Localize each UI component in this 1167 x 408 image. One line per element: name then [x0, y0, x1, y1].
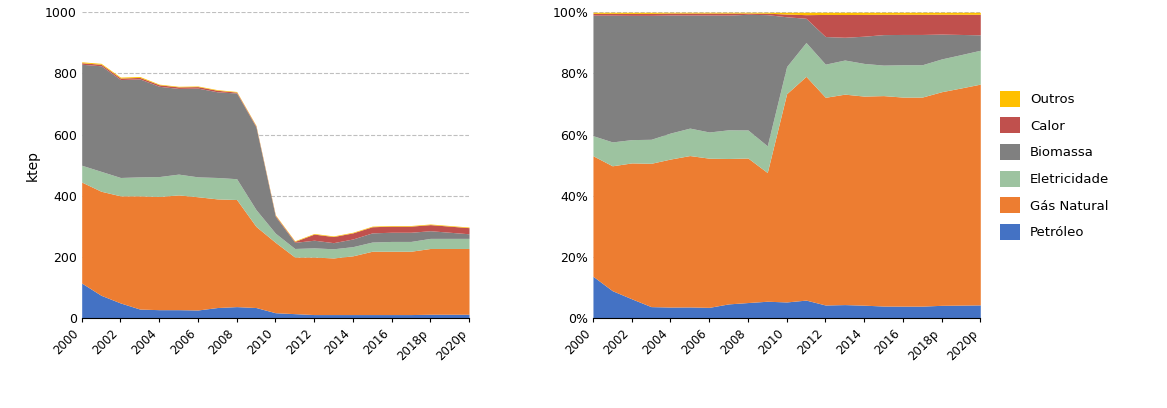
Legend: Outros, Calor, Biomassa, Eletricidade, Gás Natural, Petróleo: Outros, Calor, Biomassa, Eletricidade, G…: [994, 85, 1114, 245]
Y-axis label: ktep: ktep: [26, 150, 40, 181]
